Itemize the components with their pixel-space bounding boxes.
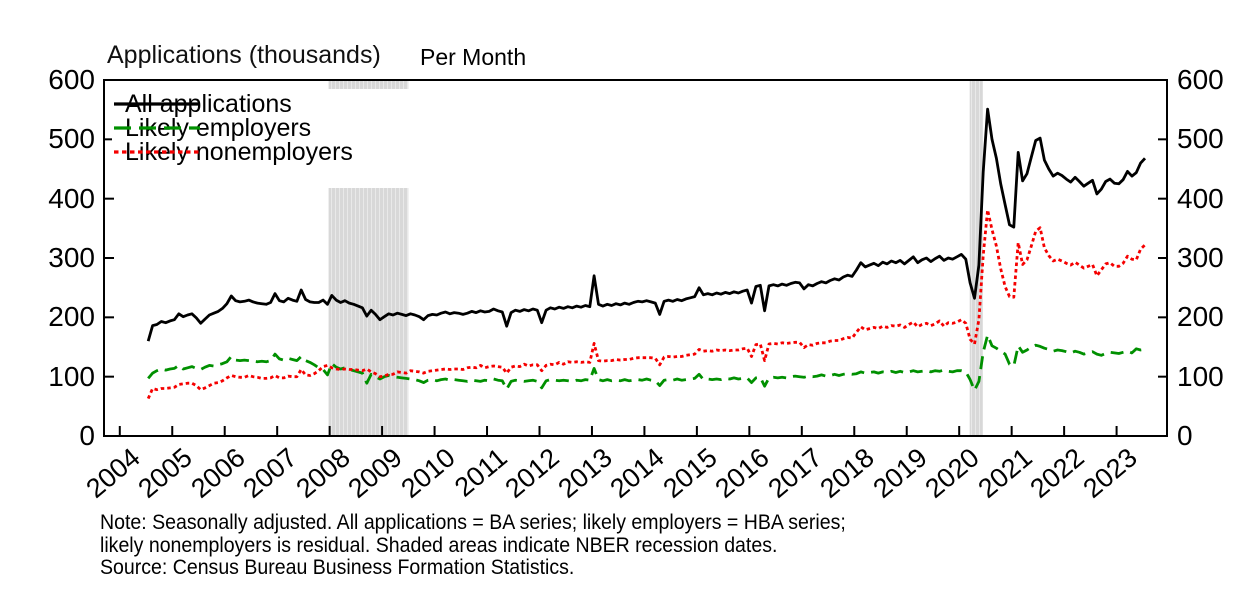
legend-item-likely-nonemployers: Likely nonemployers <box>112 139 353 165</box>
solid-line-icon <box>114 102 200 106</box>
y-tick-label: 200 <box>48 301 95 333</box>
series-line-likely-employers <box>147 333 1146 392</box>
note-line: likely nonemployers is residual. Shaded … <box>100 533 778 557</box>
legend: All applications Likely employers Likely… <box>112 89 464 188</box>
chart-subtitle: Per Month <box>420 44 527 70</box>
y-tick-label: 300 <box>1177 242 1224 273</box>
chart-note: Note: Seasonally adjusted. All applicati… <box>100 511 846 580</box>
note-line: Source: Census Bureau Business Formation… <box>100 556 575 579</box>
legend-item-all-applications: All applications <box>112 91 292 117</box>
plot-frame <box>103 79 1168 437</box>
legend-item-likely-employers: Likely employers <box>112 115 311 141</box>
y-tick-label: 500 <box>48 123 95 155</box>
series-line-likely-nonemployers <box>146 208 1146 400</box>
y-tick-label: 600 <box>48 64 95 95</box>
y-tick-label: 600 <box>1177 64 1224 95</box>
axis-ticks <box>105 79 1166 437</box>
y-tick-label: 500 <box>1177 123 1224 155</box>
y-tick-label: 200 <box>1177 301 1224 333</box>
y-tick-label: 400 <box>48 182 95 214</box>
series-line-all-applications <box>146 107 1147 342</box>
note-line: Note: Seasonally adjusted. All applicati… <box>100 511 846 534</box>
y-tick-label: 400 <box>1177 182 1224 214</box>
dashed-line-icon <box>114 126 200 130</box>
y-tick-label: 100 <box>1177 360 1224 392</box>
recession-band <box>969 81 983 436</box>
y-tick-label: 0 <box>79 420 95 451</box>
y-tick-label: 300 <box>48 242 95 273</box>
chart-title: Applications (thousands) <box>107 41 381 69</box>
y-tick-label: 0 <box>1177 420 1193 451</box>
dotted-line-icon <box>114 150 200 154</box>
legend-label: Likely employers <box>125 114 312 142</box>
y-tick-label: 100 <box>48 360 95 392</box>
